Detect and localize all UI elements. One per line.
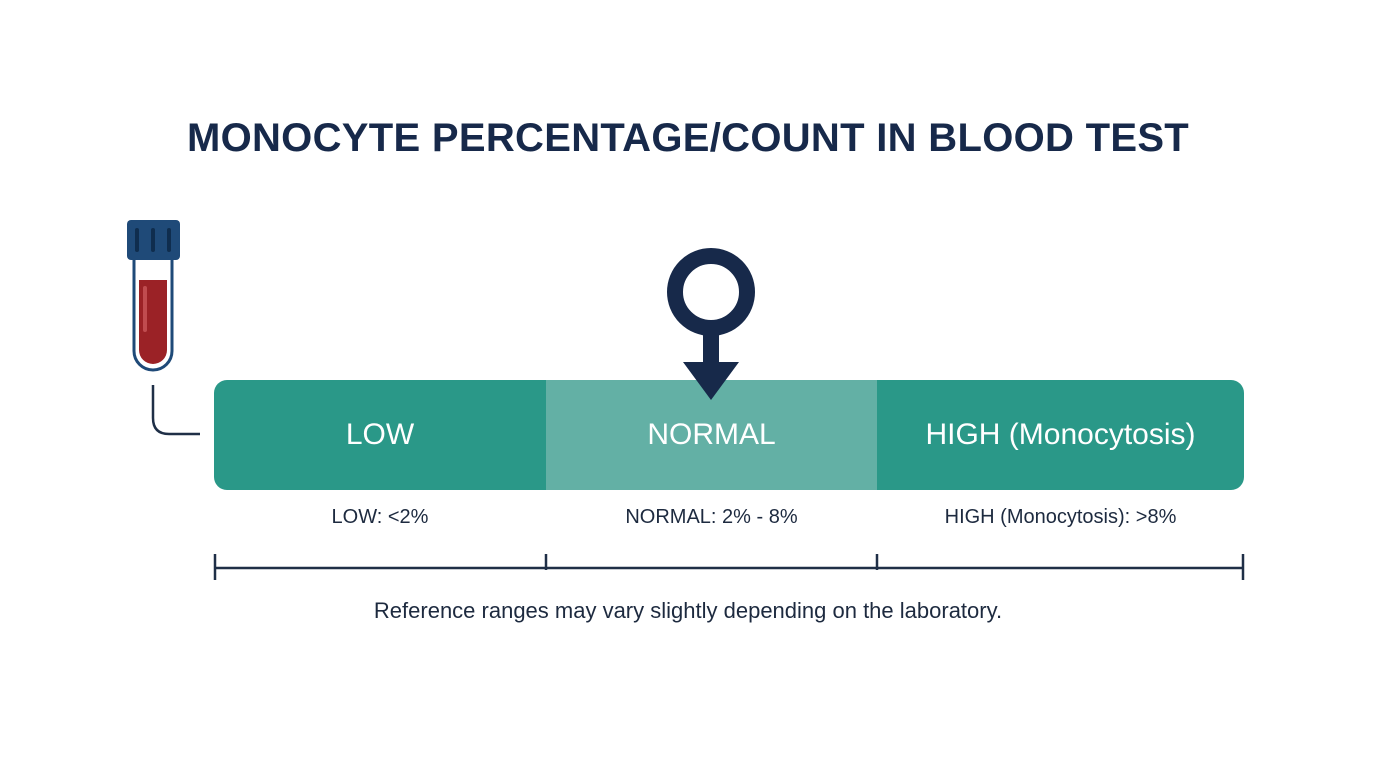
page-title: MONOCYTE PERCENTAGE/COUNT IN BLOOD TEST xyxy=(186,116,1190,160)
footnote: Reference ranges may vary slightly depen… xyxy=(373,598,1003,623)
segment-high-label: HIGH (Monocytosis) xyxy=(925,418,1196,451)
range-labels: LOW: <2% NORMAL: 2% - 8% HIGH (Monocytos… xyxy=(214,506,1244,534)
segment-low: LOW xyxy=(214,380,546,490)
range-label-high: HIGH (Monocytosis): >8% xyxy=(944,506,1177,528)
location-pin-arrow-icon xyxy=(667,248,755,400)
range-label-normal: NORMAL: 2% - 8% xyxy=(625,506,798,528)
segment-high: HIGH (Monocytosis) xyxy=(877,380,1244,490)
scale-axis xyxy=(213,554,1245,580)
segment-low-label: LOW xyxy=(345,418,415,451)
blood-test-tube-icon xyxy=(127,220,200,436)
segment-normal-label: NORMAL xyxy=(647,418,776,451)
reference-range-bar: LOW NORMAL HIGH (Monocytosis) xyxy=(214,380,1244,490)
range-label-low: LOW: <2% xyxy=(331,506,429,528)
